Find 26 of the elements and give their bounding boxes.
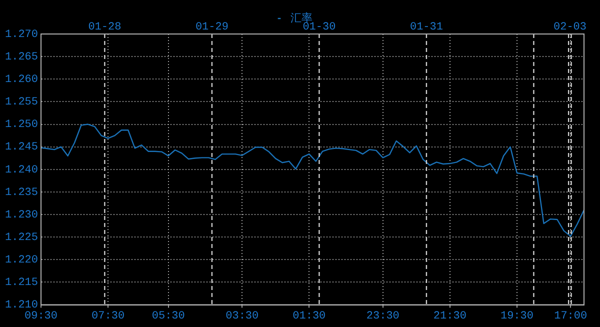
y-tick-label: 1.270 [4,28,38,41]
x-tick-label: 05:30 [152,310,185,322]
y-tick-label: 1.260 [4,74,38,86]
y-tick-label: 1.245 [4,142,38,154]
y-tick-label: 1.235 [4,186,38,199]
x-tick-label: 01:30 [292,310,326,322]
y-tick-label: 1.250 [4,119,38,132]
y-tick-label: 1.230 [4,209,38,222]
y-tick-label: 1.240 [4,164,38,176]
y-tick-label: 1.210 [4,300,38,312]
y-tick-label: 1.220 [4,254,38,267]
text: 01-29 [195,21,228,34]
y-tick-label: 1.255 [4,96,38,109]
text: 02-03 [553,21,587,34]
x-tick-label: 19:30 [500,310,534,322]
y-tick-label: 1.215 [4,277,38,290]
x-tick-label: 23:30 [366,310,400,322]
text: 01-28 [88,21,122,34]
x-tick-label: 21:30 [433,310,466,322]
x-tick-label: 09:30 [24,310,58,322]
x-tick-label: 07:30 [92,310,125,322]
y-tick-label: 1.225 [4,232,38,244]
x-tick-label: 17:00 [554,310,588,322]
y-tick-label: 1.265 [4,51,38,64]
x-tick-label: 03:30 [226,310,259,322]
text: 01-31 [410,21,444,34]
